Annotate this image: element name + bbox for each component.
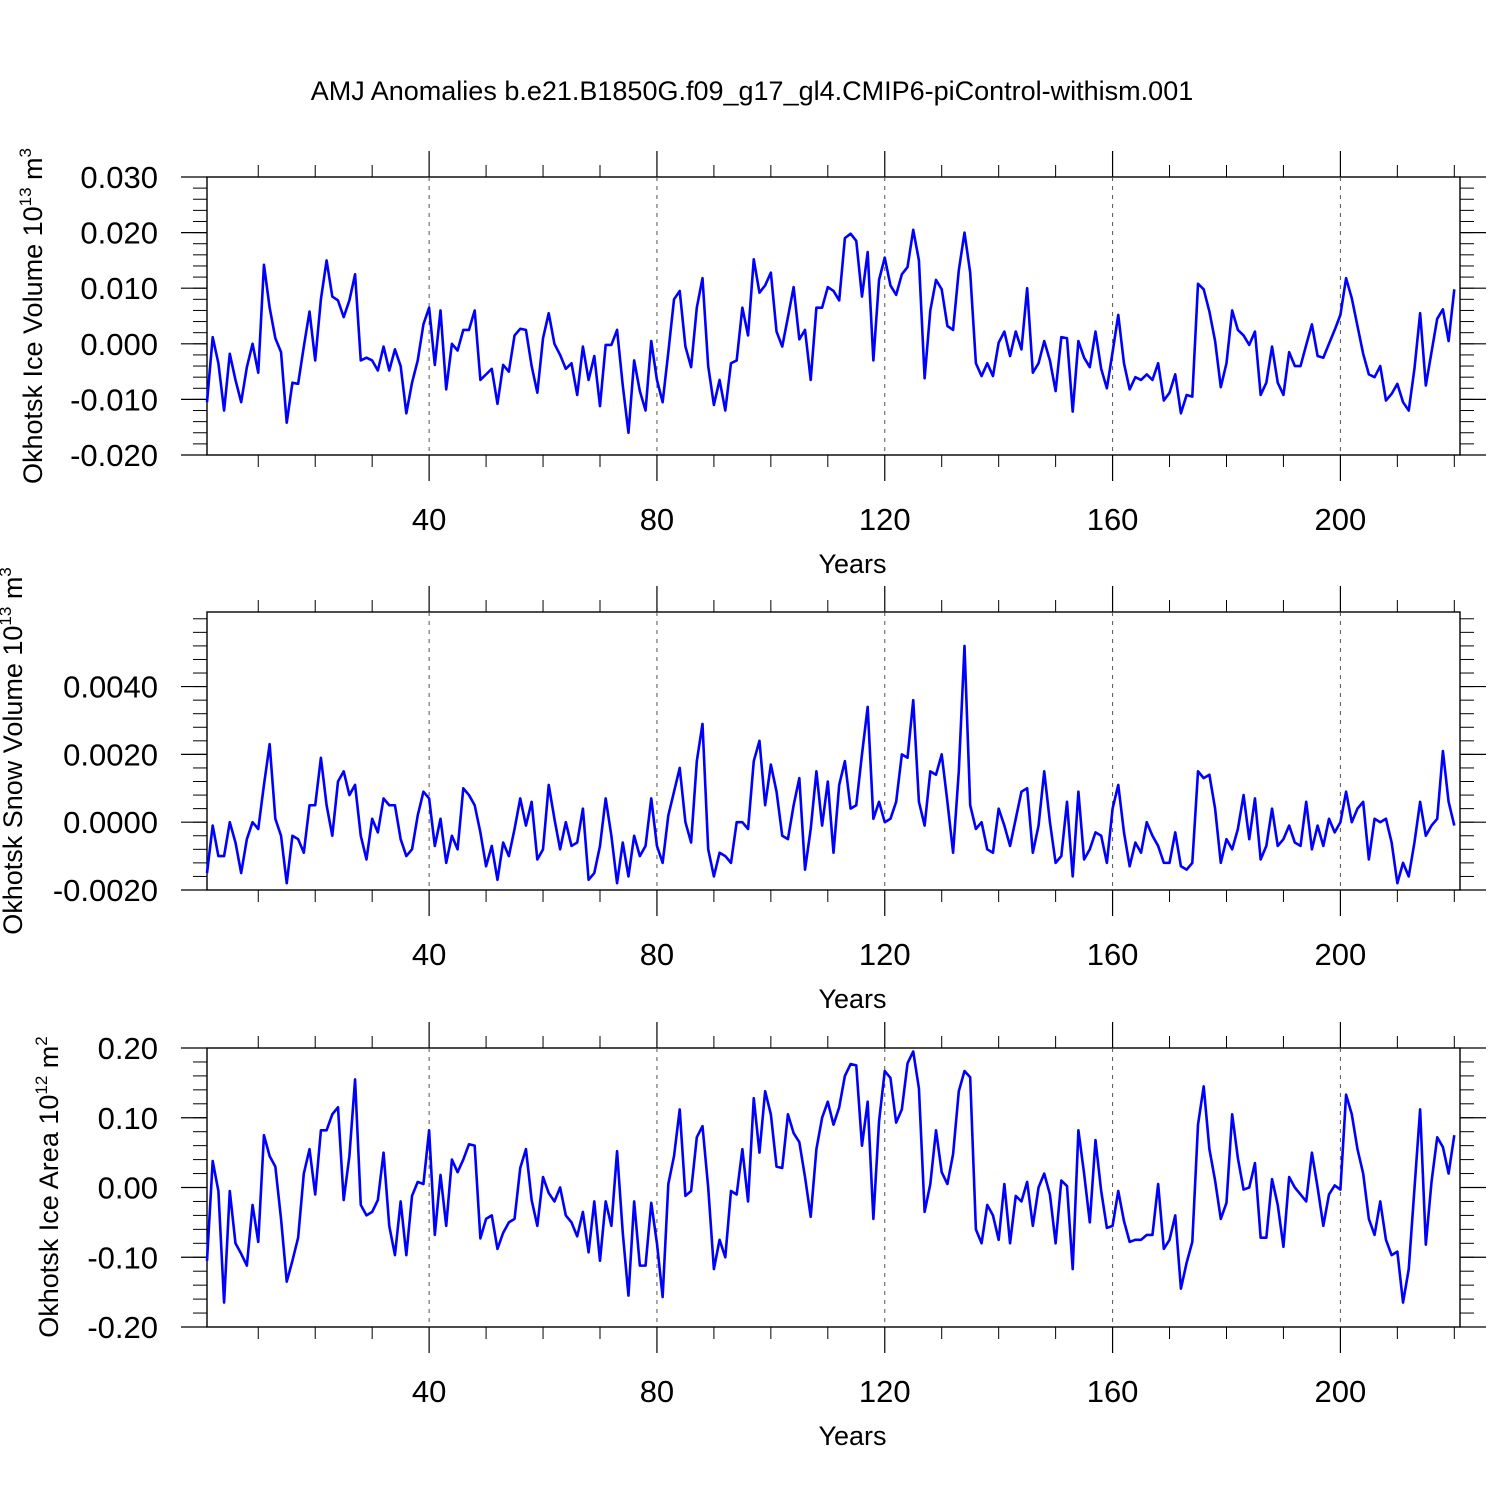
snow-volume-x-tick-label: 120 bbox=[859, 937, 911, 972]
ice-area-y-axis-label-unit: m bbox=[34, 1046, 64, 1076]
ice-area-x-tick-label: 200 bbox=[1315, 1374, 1367, 1409]
panel-ice-volume: 40 80 120 160 200 -0.020 -0.010 0.000 0.010 0.020… bbox=[16, 148, 1486, 579]
ice-volume-x-tick-label: 120 bbox=[859, 502, 911, 537]
snow-volume-y-axis-label-exponent: 13 bbox=[0, 607, 15, 626]
snow-volume-series-line bbox=[205, 644, 1456, 885]
ice-volume-y-axis-label-text: Okhotsk Ice Volume 10 bbox=[18, 206, 48, 484]
snow-volume-y-axis-label-text: Okhotsk Snow Volume 10 bbox=[0, 626, 28, 935]
snow-volume-plot-frame bbox=[206, 611, 1461, 891]
snow-volume-y-tick-label: 0.0040 bbox=[63, 670, 158, 705]
ice-area-y-tick-label: 0.10 bbox=[98, 1101, 158, 1136]
snow-volume-y-axis-label-unit-exponent: 3 bbox=[0, 567, 15, 576]
ice-area-y-axis-label-exponent: 12 bbox=[32, 1076, 51, 1095]
ice-area-y-tick-label: -0.10 bbox=[87, 1240, 158, 1275]
ice-area-y-axis-label: Okhotsk Ice Area 1012 m2 bbox=[32, 1036, 64, 1338]
ice-area-series-line bbox=[205, 1050, 1456, 1304]
ice-area-x-tick-label: 160 bbox=[1087, 1374, 1139, 1409]
ice-area-x-tick-label: 120 bbox=[859, 1374, 911, 1409]
figure-title: AMJ Anomalies b.e21.B1850G.f09_g17_gl4.C… bbox=[311, 76, 1193, 106]
ice-area-y-tick-label: 0.00 bbox=[98, 1171, 158, 1206]
ice-volume-x-axis-label: Years bbox=[818, 549, 886, 579]
snow-volume-y-axis-label: Okhotsk Snow Volume 1013 m3 bbox=[0, 567, 28, 935]
ice-area-y-tick-label: 0.20 bbox=[98, 1031, 158, 1066]
ice-area-y-axis-label-unit-exponent: 2 bbox=[32, 1036, 51, 1045]
ice-volume-plot-frame bbox=[206, 176, 1461, 456]
ice-volume-x-tick-label: 160 bbox=[1087, 502, 1139, 537]
ice-volume-x-tick-label: 80 bbox=[640, 502, 674, 537]
ice-volume-y-axis-label-exponent: 13 bbox=[16, 187, 35, 206]
ice-volume-y-tick-label: -0.010 bbox=[70, 382, 158, 417]
ice-volume-y-tick-label: 0.000 bbox=[80, 327, 158, 362]
snow-volume-y-tick-label: 0.0000 bbox=[63, 805, 158, 840]
snow-volume-x-tick-label: 40 bbox=[412, 937, 446, 972]
snow-volume-y-tick-label: 0.0020 bbox=[63, 737, 158, 772]
ice-volume-y-axis-label: Okhotsk Ice Volume 1013 m3 bbox=[16, 148, 48, 484]
ice-area-x-axis-label: Years bbox=[818, 1421, 886, 1451]
ice-volume-y-axis-label-unit: m bbox=[18, 157, 48, 187]
ice-volume-y-axis-label-unit-exponent: 3 bbox=[16, 148, 35, 157]
snow-volume-x-tick-label: 80 bbox=[640, 937, 674, 972]
ice-area-y-tick-label: -0.20 bbox=[87, 1310, 158, 1345]
ice-volume-y-tick-label: 0.010 bbox=[80, 271, 158, 306]
ice-volume-x-tick-label: 40 bbox=[412, 502, 446, 537]
snow-volume-x-tick-label: 160 bbox=[1087, 937, 1139, 972]
ice-area-x-tick-label: 40 bbox=[412, 1374, 446, 1409]
ice-area-y-axis-label-text: Okhotsk Ice Area 10 bbox=[34, 1095, 64, 1338]
ice-volume-y-tick-label: 0.020 bbox=[80, 216, 158, 251]
ice-volume-x-tick-label: 200 bbox=[1315, 502, 1367, 537]
ice-volume-series-line bbox=[205, 228, 1456, 435]
snow-volume-y-tick-label: -0.0020 bbox=[53, 873, 158, 908]
panel-snow-volume: 40 80 120 160 200 -0.0020 0.0000 0.0020 0.0040 Ye… bbox=[0, 567, 1486, 1014]
snow-volume-x-axis-label: Years bbox=[818, 984, 886, 1014]
snow-volume-x-tick-label: 200 bbox=[1315, 937, 1367, 972]
panel-ice-area: 40 80 120 160 200 -0.20 -0.10 0.00 0.10 0.20 Years… bbox=[32, 1022, 1486, 1451]
ice-volume-y-tick-label: 0.030 bbox=[80, 160, 158, 195]
ice-volume-y-tick-label: -0.020 bbox=[70, 438, 158, 473]
ice-area-x-tick-label: 80 bbox=[640, 1374, 674, 1409]
snow-volume-y-axis-label-unit: m bbox=[0, 577, 28, 607]
